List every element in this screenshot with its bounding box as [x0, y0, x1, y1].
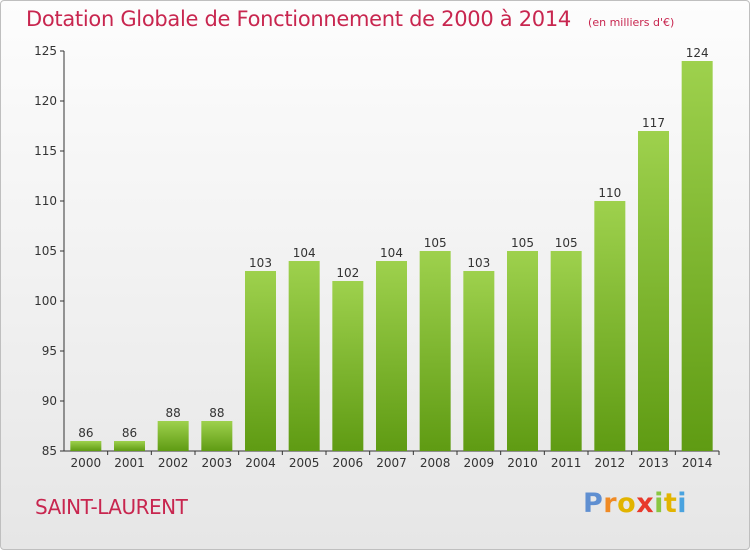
data-label-2012: 110 [598, 186, 621, 200]
logo-letter: t [663, 488, 678, 519]
data-label-2014: 124 [686, 46, 709, 60]
data-label-2003: 88 [209, 406, 224, 420]
chart-x-ticks: 2000 2001 2002 2003 2004 2005 2006 2007 2008 2009… [71, 451, 720, 470]
logo-letter: i [677, 488, 688, 519]
y-tick-label: 120 [34, 94, 57, 108]
bar-2008 [419, 251, 451, 451]
data-label-2004: 103 [249, 256, 272, 270]
bar-2005 [288, 261, 320, 451]
bar-2001 [114, 441, 145, 451]
bar-2007 [376, 261, 407, 451]
y-tick-label: 85 [42, 444, 57, 458]
bar-2013 [638, 131, 669, 451]
logo-letter: x [636, 488, 655, 519]
chart-title-block: Dotation Globale de Fonctionnement de 20… [26, 7, 674, 31]
city-name: SAINT-LAURENT [35, 495, 188, 519]
bar-2014 [681, 61, 713, 451]
bar-2000 [70, 441, 102, 451]
data-label-2006: 102 [336, 266, 359, 280]
x-tick-label: 2011 [551, 456, 582, 470]
y-tick-label: 105 [34, 244, 57, 258]
data-label-2013: 117 [642, 116, 665, 130]
bar-2006 [332, 281, 364, 451]
data-label-2000: 86 [78, 426, 93, 440]
logo-letter: r [603, 488, 618, 519]
proxiti-logo[interactable]: Proxiti [583, 488, 687, 519]
bar-2003 [201, 421, 233, 451]
data-label-2005: 104 [293, 246, 316, 260]
y-tick-label: 95 [42, 344, 57, 358]
x-tick-label: 2000 [71, 456, 102, 470]
x-tick-label: 2008 [420, 456, 451, 470]
logo-letter: i [654, 488, 664, 519]
bar-2010 [507, 251, 538, 451]
bar-2002 [157, 421, 189, 451]
data-label-2011: 105 [555, 236, 578, 250]
x-tick-label: 2001 [114, 456, 145, 470]
x-tick-label: 2013 [638, 456, 669, 470]
chart-unit: (en milliers d'€) [588, 16, 675, 29]
data-label-2009: 103 [467, 256, 490, 270]
x-tick-label: 2014 [682, 456, 713, 470]
data-label-2007: 104 [380, 246, 403, 260]
y-tick-label: 125 [34, 44, 57, 58]
x-tick-label: 2005 [289, 456, 320, 470]
y-tick-label: 90 [42, 394, 57, 408]
data-label-2010: 105 [511, 236, 534, 250]
chart-title: Dotation Globale de Fonctionnement de 20… [26, 7, 571, 31]
chart-y-ticks: 85 90 95 100 105 110 115 120 125 [34, 44, 64, 458]
bar-2011 [550, 251, 582, 451]
x-tick-label: 2007 [376, 456, 407, 470]
y-tick-label: 100 [34, 294, 57, 308]
x-tick-label: 2010 [507, 456, 538, 470]
bar-2009 [463, 271, 495, 451]
x-tick-label: 2003 [202, 456, 233, 470]
x-tick-label: 2012 [595, 456, 626, 470]
bar-2004 [245, 271, 276, 451]
data-label-2008: 105 [424, 236, 447, 250]
x-tick-label: 2009 [464, 456, 495, 470]
x-tick-label: 2002 [158, 456, 189, 470]
y-tick-label: 110 [34, 194, 57, 208]
logo-letter: o [617, 488, 637, 519]
bar-2012 [594, 201, 626, 451]
x-tick-label: 2004 [245, 456, 276, 470]
y-tick-label: 115 [34, 144, 57, 158]
logo-letter: P [583, 488, 604, 519]
data-label-2002: 88 [166, 406, 181, 420]
data-label-2001: 86 [122, 426, 137, 440]
chart-data-labels: 86 86 88 88 103 104 102 104 105 103 105 105 110 117 12… [78, 46, 708, 440]
x-tick-label: 2006 [333, 456, 364, 470]
chart-bars [70, 61, 713, 451]
